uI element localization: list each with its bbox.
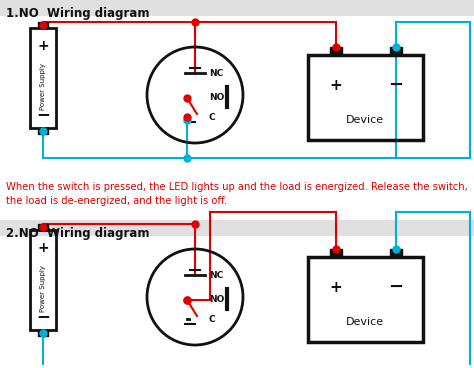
Text: NC: NC (209, 270, 223, 280)
Bar (38, 330, 48, 336)
Text: 2.NO  Wiring diagram: 2.NO Wiring diagram (6, 226, 149, 240)
Bar (390, 249, 402, 257)
Text: NO: NO (209, 93, 224, 103)
Bar (390, 47, 402, 55)
Text: −: − (388, 76, 403, 94)
Bar (0, 220, 474, 236)
Text: NC: NC (209, 68, 223, 78)
Text: −: − (388, 278, 403, 296)
Text: NO: NO (209, 296, 224, 304)
Text: C: C (209, 315, 216, 323)
Bar (0, 0, 474, 16)
Text: 1.NO  Wiring diagram: 1.NO Wiring diagram (6, 7, 149, 20)
Text: −: − (36, 307, 50, 325)
Text: +: + (37, 241, 49, 255)
Text: the load is de-energized, and the light is off.: the load is de-energized, and the light … (6, 196, 227, 206)
Text: +: + (329, 78, 342, 92)
Text: +: + (37, 39, 49, 53)
Bar (38, 224, 48, 230)
Text: Device: Device (346, 115, 384, 125)
Text: Power Supply: Power Supply (40, 63, 46, 110)
Bar (30, 28, 56, 128)
Bar (30, 230, 56, 330)
Bar (308, 257, 423, 342)
Text: −: − (36, 105, 50, 123)
Text: Power Supply: Power Supply (40, 265, 46, 311)
Text: C: C (209, 113, 216, 121)
Bar (38, 128, 48, 134)
Bar (38, 22, 48, 28)
Text: +: + (329, 280, 342, 294)
Text: When the switch is pressed, the LED lights up and the load is energized. Release: When the switch is pressed, the LED ligh… (6, 182, 468, 192)
Text: Device: Device (346, 317, 384, 327)
Bar (330, 47, 342, 55)
Bar (308, 55, 423, 140)
Bar (330, 249, 342, 257)
